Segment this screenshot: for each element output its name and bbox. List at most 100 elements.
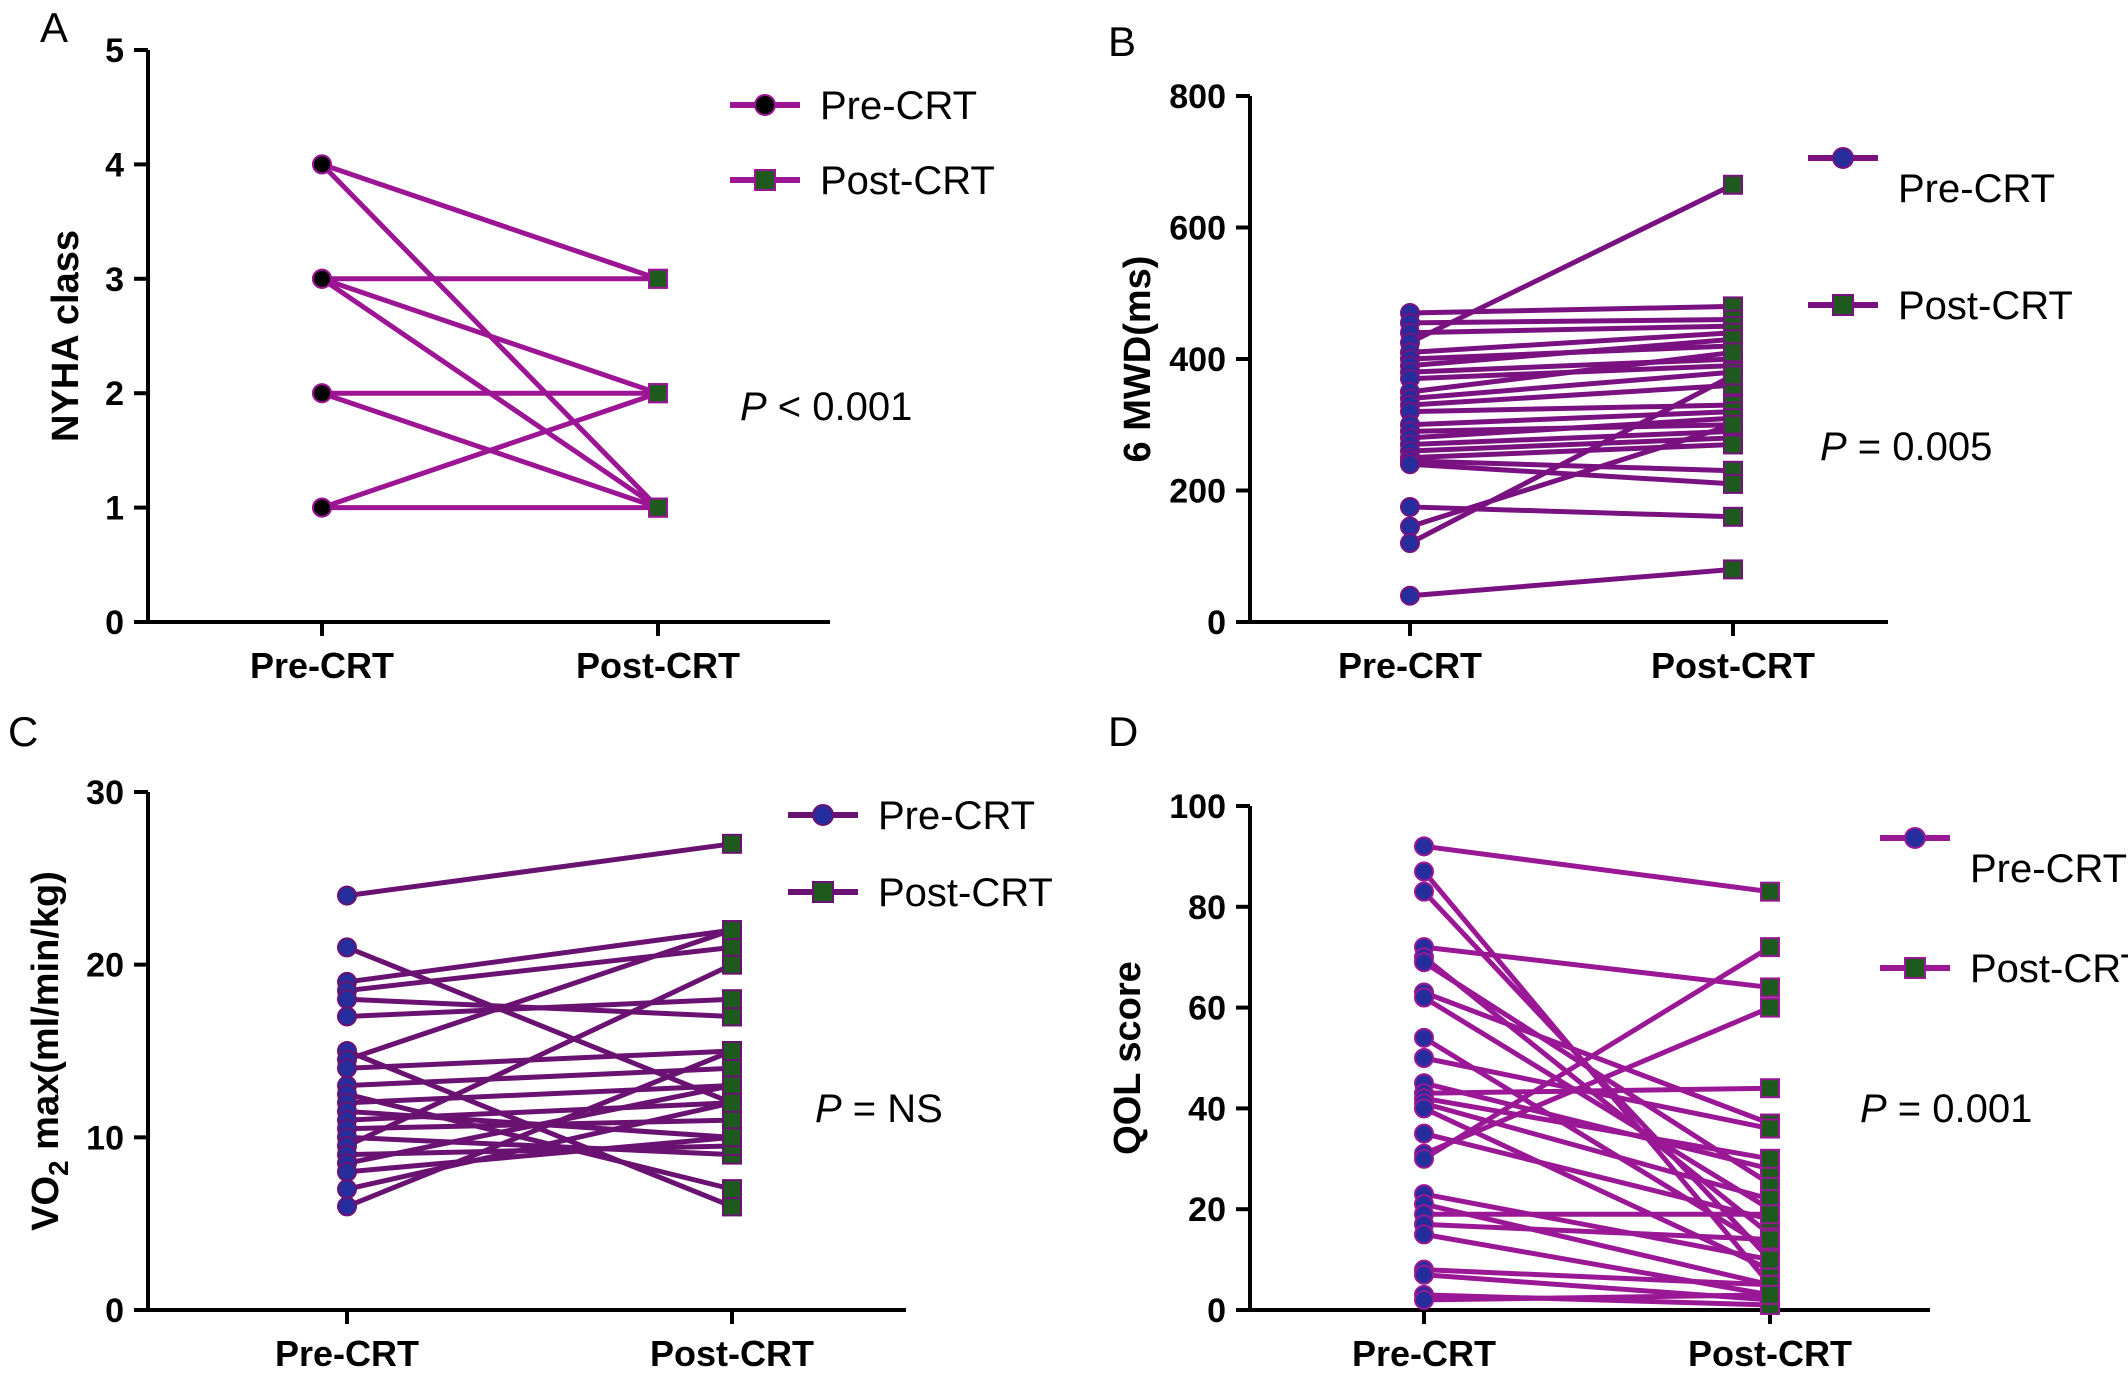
- post-point: [722, 937, 742, 958]
- post-point: [1723, 414, 1743, 435]
- post-point: [1760, 1118, 1780, 1139]
- x-tick-label: Pre-CRT: [250, 645, 394, 686]
- pre-point: [1414, 1098, 1434, 1119]
- pre-point: [1400, 454, 1420, 475]
- y-tick-label: 800: [1169, 78, 1226, 116]
- y-tick-label: 0: [1207, 1292, 1226, 1330]
- post-point: [1723, 506, 1743, 527]
- pre-point: [1400, 533, 1420, 554]
- paired-line: [1423, 1231, 1771, 1298]
- pre-point: [1414, 1027, 1434, 1048]
- post-point: [722, 920, 742, 941]
- series-lines: [345, 841, 734, 1209]
- x-tick-label: Pre-CRT: [275, 1333, 419, 1374]
- paired-line: [1409, 303, 1734, 316]
- paired-line: [1423, 1191, 1771, 1263]
- pre-point: [1414, 1123, 1434, 1144]
- y-tick-label: 40: [1188, 1090, 1226, 1128]
- pre-point: [337, 1058, 357, 1079]
- paired-line: [1409, 336, 1734, 369]
- pre-point: [337, 1179, 357, 1200]
- post-point: [722, 833, 742, 854]
- paired-line: [1423, 1055, 1771, 1132]
- post-point: [1760, 1078, 1780, 1099]
- post-point: [648, 497, 668, 518]
- post-point: [722, 1110, 742, 1131]
- y-tick-label: 30: [86, 774, 124, 812]
- legend: Pre-CRT Post-CRT: [730, 84, 995, 203]
- series-lines: [1422, 843, 1772, 1308]
- pre-point: [337, 937, 357, 958]
- paired-line: [1423, 1085, 1771, 1096]
- pre-point: [312, 154, 332, 175]
- panel-d: D 0 20 40 60 80 100 Pre-CRT Post-CRT QOL score Pre…: [1107, 708, 2128, 1374]
- paired-line: [1422, 1106, 1772, 1272]
- post-point: [1760, 1229, 1780, 1250]
- legend-pre-label: Pre-CRT: [1898, 167, 2055, 211]
- y-tick-label: 3: [105, 261, 124, 299]
- x-tick-label: Pre-CRT: [1338, 645, 1482, 686]
- y-tick-label: 5: [105, 32, 124, 70]
- paired-line: [346, 1083, 733, 1166]
- paired-line: [1423, 1131, 1771, 1222]
- y-axis-title: QOL score: [1107, 961, 1149, 1155]
- series-lines: [1408, 182, 1735, 599]
- x-tick-label: Post-CRT: [1688, 1333, 1852, 1374]
- post-point: [722, 954, 742, 975]
- paired-line: [321, 276, 659, 396]
- legend: Pre-CRT Post-CRT: [1808, 147, 2073, 328]
- y-tick-label: 4: [105, 146, 124, 184]
- pre-point: [1400, 496, 1420, 517]
- pre-point: [337, 989, 357, 1010]
- paired-line: [346, 927, 733, 985]
- paired-line: [346, 1083, 733, 1106]
- legend: Pre-CRT Post-CRT: [1880, 827, 2128, 991]
- legend-post-label: Post-CRT: [820, 159, 995, 203]
- post-point: [722, 1058, 742, 1079]
- pre-point: [337, 1006, 357, 1027]
- paired-line: [346, 1100, 733, 1192]
- paired-line: [1409, 566, 1734, 599]
- paired-line: [346, 1048, 733, 1071]
- y-tick-label: 400: [1169, 341, 1226, 379]
- pre-point: [1414, 1289, 1434, 1310]
- paired-line: [1409, 458, 1734, 474]
- y-axis-title: 6 MWD(ms): [1117, 256, 1159, 463]
- pre-point: [1414, 987, 1434, 1008]
- y-tick-label: 600: [1169, 210, 1226, 248]
- paired-line: [1423, 1100, 1771, 1202]
- legend-post-marker: [754, 169, 776, 191]
- legend-pre-marker: [812, 804, 834, 826]
- legend-post-label: Post-CRT: [1970, 947, 2128, 991]
- p-value-annotation: P = 0.005: [1820, 425, 1992, 469]
- series-lines: [320, 162, 660, 511]
- paired-line: [1423, 1267, 1771, 1288]
- y-tick-label: 20: [1188, 1191, 1226, 1229]
- legend-post-label: Post-CRT: [878, 871, 1053, 915]
- y-tick-label: 20: [86, 947, 124, 985]
- paired-line: [346, 1065, 733, 1089]
- pre-point: [1414, 1264, 1434, 1285]
- post-point: [1760, 1148, 1780, 1169]
- y-axis-title: NYHA class: [45, 230, 87, 442]
- paired-line: [1423, 1292, 1771, 1303]
- legend: Pre-CRT Post-CRT: [788, 794, 1053, 915]
- y-tick-label: 200: [1169, 473, 1226, 511]
- legend-post-marker: [1832, 294, 1854, 316]
- post-point: [1723, 365, 1743, 386]
- paired-line: [1409, 415, 1734, 441]
- y-tick-label: 0: [1207, 604, 1226, 642]
- paired-line: [346, 927, 733, 1063]
- pre-point: [1414, 881, 1434, 902]
- pre-point: [1414, 861, 1434, 882]
- post-point: [1760, 1284, 1780, 1305]
- pre-point: [1414, 836, 1434, 857]
- pre-point: [1414, 1224, 1434, 1245]
- pre-point: [1414, 1048, 1434, 1068]
- post-point: [1760, 1249, 1780, 1270]
- post-point: [722, 1179, 742, 1200]
- paired-line: [1409, 409, 1734, 428]
- legend-pre-marker: [1832, 147, 1854, 169]
- paired-line: [1423, 1201, 1771, 1288]
